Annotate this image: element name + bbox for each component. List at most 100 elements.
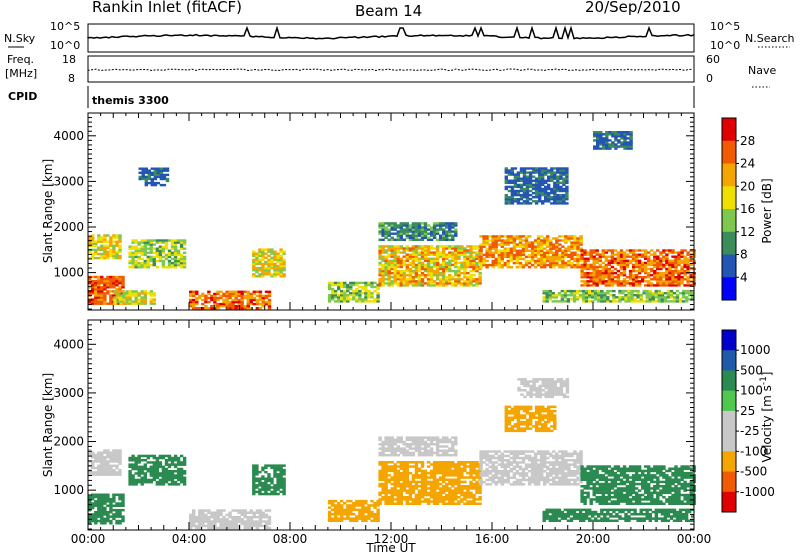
scatter-cell: [420, 487, 425, 490]
scatter-cell: [411, 461, 416, 464]
scatter-cell: [451, 251, 455, 254]
scatter-cell: [460, 282, 464, 285]
scatter-cell: [88, 451, 92, 454]
scatter-cell: [659, 274, 663, 277]
scatter-cell: [252, 524, 256, 528]
scatter-cell: [337, 281, 341, 285]
scatter-cell: [222, 524, 226, 528]
scatter-cell: [195, 302, 199, 306]
scatter-cell: [426, 253, 431, 256]
scatter-cell: [170, 257, 175, 261]
scatter-cell: [152, 259, 156, 263]
scatter-cell: [429, 261, 434, 265]
scatter-cell: [504, 193, 508, 197]
scatter-cell: [623, 139, 627, 142]
scatter-cell: [439, 467, 443, 470]
scatter-cell: [405, 491, 409, 495]
scatter-cell: [408, 263, 413, 267]
scatter-cell: [677, 278, 681, 281]
scatter-cell: [355, 517, 359, 520]
scatter-cell: [463, 487, 467, 490]
scatter-cell: [333, 296, 338, 299]
scatter-cell: [420, 249, 425, 252]
scatter-cell: [536, 235, 541, 238]
scatter-cell: [561, 263, 565, 267]
scatter-cell: [88, 290, 92, 293]
scatter-cell: [112, 279, 116, 283]
scatter-cell: [128, 259, 132, 263]
scatter-cell: [648, 289, 652, 293]
scatter-cell: [378, 282, 382, 285]
scatter-cell: [161, 476, 166, 479]
scatter-cell: [393, 269, 397, 273]
scatter-cell: [513, 193, 518, 197]
scatter-cell: [522, 169, 527, 172]
scatter-cell: [198, 294, 202, 298]
scatter-cell: [207, 515, 211, 519]
scatter-cell: [573, 259, 577, 263]
scatter-cell: [564, 251, 568, 254]
scatter-cell: [439, 267, 443, 271]
scatter-cell: [562, 198, 566, 201]
scatter-cell: [161, 241, 166, 244]
scatter-cell: [534, 167, 539, 170]
scatter-cell: [558, 243, 562, 246]
scatter-cell: [423, 440, 428, 444]
scatter-cell: [583, 276, 587, 279]
scatter-cell: [556, 193, 560, 197]
scatter-cell: [140, 290, 144, 293]
scatter-cell: [426, 493, 431, 497]
scatter-cell: [118, 250, 122, 254]
scatter-cell: [541, 179, 545, 182]
scatter-cell: [592, 271, 596, 275]
scatter-cell: [192, 305, 196, 308]
scatter-cell: [103, 277, 107, 281]
scatter-cell: [435, 257, 440, 260]
scatter-cell: [381, 465, 385, 468]
scatter-cell: [267, 294, 272, 298]
scatter-cell: [264, 262, 268, 266]
scatter-cell: [131, 245, 135, 248]
scatter-cell: [563, 300, 568, 303]
scatter-cell: [91, 256, 95, 260]
scatter-cell: [276, 479, 280, 483]
scatter-cell: [417, 269, 422, 273]
scatter-cell: [460, 480, 464, 484]
scatter-cell: [91, 497, 95, 501]
scatter-cell: [448, 480, 452, 484]
scatter-cell: [393, 226, 397, 229]
scatter-cell: [100, 286, 104, 289]
scatter-cell: [137, 302, 141, 305]
scatter-cell: [442, 500, 446, 503]
scatter-cell: [576, 253, 580, 257]
scatter-cell: [417, 263, 422, 267]
scatter-cell: [131, 255, 135, 259]
scatter-cell: [225, 513, 229, 517]
scatter-cell: [491, 235, 495, 238]
scatter-cell: [426, 261, 431, 265]
scatter-cell: [384, 500, 388, 503]
scatter-cell: [573, 251, 577, 254]
scatter-cell: [553, 185, 557, 189]
scatter-cell: [637, 267, 642, 271]
scatter-cell: [653, 271, 657, 275]
scatter-cell: [149, 470, 153, 473]
scatter-cell: [118, 522, 122, 525]
scatter-cell: [337, 508, 341, 512]
scatter-cell: [423, 487, 428, 490]
scatter-cell: [255, 477, 259, 480]
scatter-cell: [677, 284, 681, 287]
scatter-cell: [237, 294, 241, 298]
scatter-cell: [399, 471, 403, 475]
scatter-cell: [417, 253, 422, 256]
scatter-cell: [420, 438, 425, 442]
scatter-cell: [149, 480, 153, 484]
scatter-cell: [647, 259, 651, 262]
scatter-cell: [497, 266, 501, 269]
scatter-cell: [115, 298, 119, 301]
scatter-cell: [497, 253, 501, 257]
scatter-cell: [378, 500, 382, 503]
scatter-cell: [451, 276, 455, 279]
scatter-cell: [279, 468, 283, 472]
scatter-cell: [390, 436, 394, 439]
